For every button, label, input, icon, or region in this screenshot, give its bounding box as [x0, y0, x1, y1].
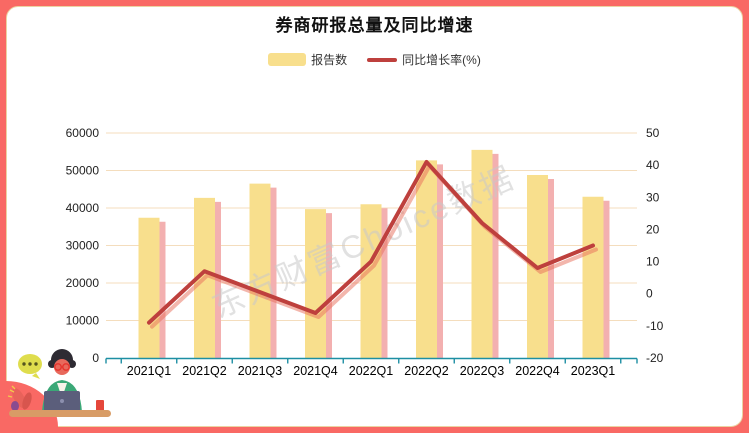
- x-axis-label: 2022Q1: [349, 364, 394, 378]
- page-title: 券商研报总量及同比增速: [275, 16, 474, 35]
- y-axis-label-left: 20000: [66, 276, 100, 290]
- x-axis-label: 2021Q4: [293, 364, 338, 378]
- y-axis-label-right: -10: [646, 319, 664, 333]
- cup-icon: [96, 400, 104, 411]
- y-axis-label-left: 30000: [66, 239, 100, 253]
- trend-line: [147, 159, 595, 325]
- y-axis-label-right: 50: [646, 126, 660, 140]
- x-axis-label: 2022Q3: [460, 364, 505, 378]
- plant-icon: [7, 385, 32, 411]
- y-axis-label-left: 10000: [66, 314, 100, 328]
- x-axis-label: 2021Q1: [127, 364, 172, 378]
- speech-bubble-icon: [18, 354, 42, 379]
- bar: [416, 160, 437, 358]
- x-axis-label: 2023Q1: [571, 364, 616, 378]
- bar-shadow: [603, 200, 610, 358]
- legend-item-bar[interactable]: 报告数: [268, 51, 347, 68]
- y-axis-label-right: -20: [646, 351, 664, 365]
- y-axis-label-left: 0: [92, 351, 99, 365]
- y-axis-label-right: 20: [646, 222, 660, 236]
- y-axis-label-right: 10: [646, 255, 660, 269]
- x-axis-label: 2022Q2: [404, 364, 449, 378]
- bar: [582, 196, 604, 358]
- bar: [249, 183, 271, 358]
- bar-shadow: [326, 213, 332, 358]
- bar: [138, 217, 160, 358]
- laptop-icon: [40, 391, 84, 413]
- bar: [471, 149, 493, 358]
- desk: [9, 410, 111, 417]
- legend-label-line: 同比增长率(%): [402, 53, 481, 67]
- bar: [360, 204, 382, 358]
- bar-shadow: [492, 153, 499, 358]
- x-axis-label: 2021Q2: [182, 364, 227, 378]
- y-axis-label-right: 0: [646, 287, 653, 301]
- line-swatch-icon: [367, 57, 398, 62]
- mascot-illustration: [7, 349, 111, 417]
- y-axis-label-left: 60000: [66, 126, 100, 140]
- legend-label-bar: 报告数: [311, 53, 348, 67]
- bar-shadow: [437, 164, 443, 358]
- bar-shadow: [159, 221, 166, 358]
- legend-item-line[interactable]: 同比增长率(%): [353, 51, 481, 68]
- bar: [305, 209, 326, 358]
- x-axis-label: 2022Q4: [515, 364, 560, 378]
- y-axis-label-right: 40: [646, 158, 660, 172]
- bar-shadow: [270, 187, 277, 358]
- y-axis-label-right: 30: [646, 190, 660, 204]
- bar-swatch-icon: [268, 53, 307, 66]
- y-axis-label-left: 40000: [66, 201, 100, 215]
- bar-shadow: [381, 208, 388, 358]
- y-axis-label-left: 50000: [66, 164, 100, 178]
- x-axis-label: 2021Q3: [238, 364, 283, 378]
- chart-legend: 报告数 同比增长率(%): [0, 51, 749, 68]
